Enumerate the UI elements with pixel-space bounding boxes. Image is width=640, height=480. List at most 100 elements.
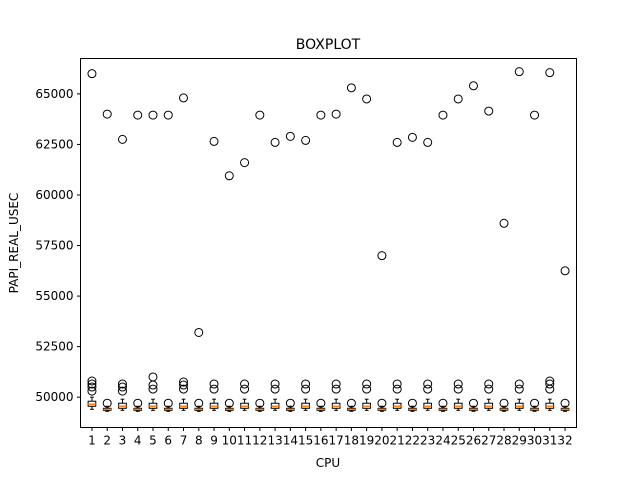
outlier-point — [362, 384, 372, 394]
outlier-point — [163, 110, 173, 120]
box-group-cpu-29 — [514, 67, 524, 411]
outlier-point — [392, 384, 402, 394]
x-tick-label: 2 — [103, 434, 111, 448]
box-group-cpu-28 — [499, 218, 509, 412]
box-group-cpu-30 — [530, 110, 540, 412]
x-tick-label: 1 — [88, 434, 96, 448]
outlier-point — [423, 379, 433, 389]
outlier-point — [270, 137, 280, 147]
outlier-point — [87, 386, 97, 396]
outlier-point — [240, 384, 250, 394]
box-group-cpu-9 — [209, 136, 219, 411]
box-group-cpu-15 — [301, 135, 311, 411]
x-tick-label: 14 — [283, 434, 298, 448]
x-tick-label: 26 — [466, 434, 481, 448]
outlier-point — [453, 94, 463, 104]
outlier-point — [453, 379, 463, 389]
x-tick-label: 4 — [134, 434, 142, 448]
x-tick-label: 21 — [390, 434, 405, 448]
x-tick-label: 31 — [542, 434, 557, 448]
outlier-point — [117, 386, 127, 396]
outlier-point — [545, 376, 555, 386]
outlier-point — [346, 398, 356, 408]
outlier-point — [362, 379, 372, 389]
box-group-cpu-21 — [392, 137, 402, 411]
outlier-point — [331, 109, 341, 119]
x-tick-label: 22 — [405, 434, 420, 448]
outlier-point — [194, 327, 204, 337]
y-tick-label: 50000 — [35, 390, 73, 404]
outlier-point — [407, 132, 417, 142]
x-tick-label: 25 — [451, 434, 466, 448]
x-tick-label: 7 — [180, 434, 188, 448]
outlier-point — [499, 398, 509, 408]
plot-area — [87, 67, 570, 412]
box-group-cpu-5 — [148, 110, 158, 411]
box-group-cpu-16 — [316, 110, 326, 412]
outlier-point — [484, 106, 494, 116]
outlier-point — [392, 137, 402, 147]
box-group-cpu-25 — [453, 94, 463, 411]
box-group-cpu-2 — [102, 109, 112, 412]
outlier-point — [499, 218, 509, 228]
outlier-point — [301, 384, 311, 394]
outlier-point — [346, 83, 356, 93]
outlier-point — [331, 384, 341, 394]
outlier-point — [270, 384, 280, 394]
x-tick-label: 15 — [298, 434, 313, 448]
outlier-point — [301, 135, 311, 145]
x-tick-label: 9 — [210, 434, 218, 448]
outlier-point — [148, 372, 158, 382]
outlier-point — [560, 266, 570, 276]
outlier-point — [87, 379, 97, 389]
box-group-cpu-12 — [255, 110, 265, 412]
chart-title: BOXPLOT — [296, 37, 361, 53]
x-tick-label: 6 — [164, 434, 172, 448]
outlier-point — [285, 131, 295, 141]
outlier-point — [209, 136, 219, 146]
outlier-point — [377, 398, 387, 408]
outlier-point — [255, 110, 265, 120]
outlier-point — [133, 398, 143, 408]
x-tick-label: 32 — [557, 434, 572, 448]
box-group-cpu-32 — [560, 266, 570, 412]
outlier-point — [560, 398, 570, 408]
outlier-point — [224, 398, 234, 408]
x-tick-label: 24 — [435, 434, 450, 448]
outlier-point — [209, 379, 219, 389]
box-group-cpu-7 — [179, 93, 189, 411]
outlier-point — [316, 398, 326, 408]
outlier-point — [423, 384, 433, 394]
box-group-cpu-20 — [377, 251, 387, 412]
outlier-point — [87, 382, 97, 392]
outlier-point — [179, 93, 189, 103]
box-group-cpu-4 — [133, 110, 143, 412]
x-tick-label: 3 — [119, 434, 127, 448]
outlier-point — [117, 134, 127, 144]
box-group-cpu-19 — [362, 94, 372, 411]
x-tick-label: 28 — [496, 434, 511, 448]
x-tick-label: 5 — [149, 434, 157, 448]
outlier-point — [148, 384, 158, 394]
x-tick-label: 8 — [195, 434, 203, 448]
y-tick-label: 65000 — [35, 87, 73, 101]
x-tick-label: 18 — [344, 434, 359, 448]
y-tick-label: 60000 — [35, 188, 73, 202]
outlier-point — [514, 379, 524, 389]
outlier-point — [194, 398, 204, 408]
box-group-cpu-14 — [285, 131, 295, 412]
outlier-point — [285, 398, 295, 408]
box-group-cpu-3 — [117, 134, 127, 411]
x-tick-label: 20 — [374, 434, 389, 448]
x-tick-label: 29 — [512, 434, 527, 448]
outlier-point — [514, 67, 524, 77]
y-axis-label: PAPI_REAL_USEC — [7, 193, 21, 294]
x-tick-label: 19 — [359, 434, 374, 448]
axes-frame — [80, 58, 577, 428]
outlier-point — [484, 384, 494, 394]
outlier-point — [514, 384, 524, 394]
y-tick-label: 57500 — [35, 239, 73, 253]
outlier-point — [117, 382, 127, 392]
x-tick-label: 13 — [267, 434, 282, 448]
